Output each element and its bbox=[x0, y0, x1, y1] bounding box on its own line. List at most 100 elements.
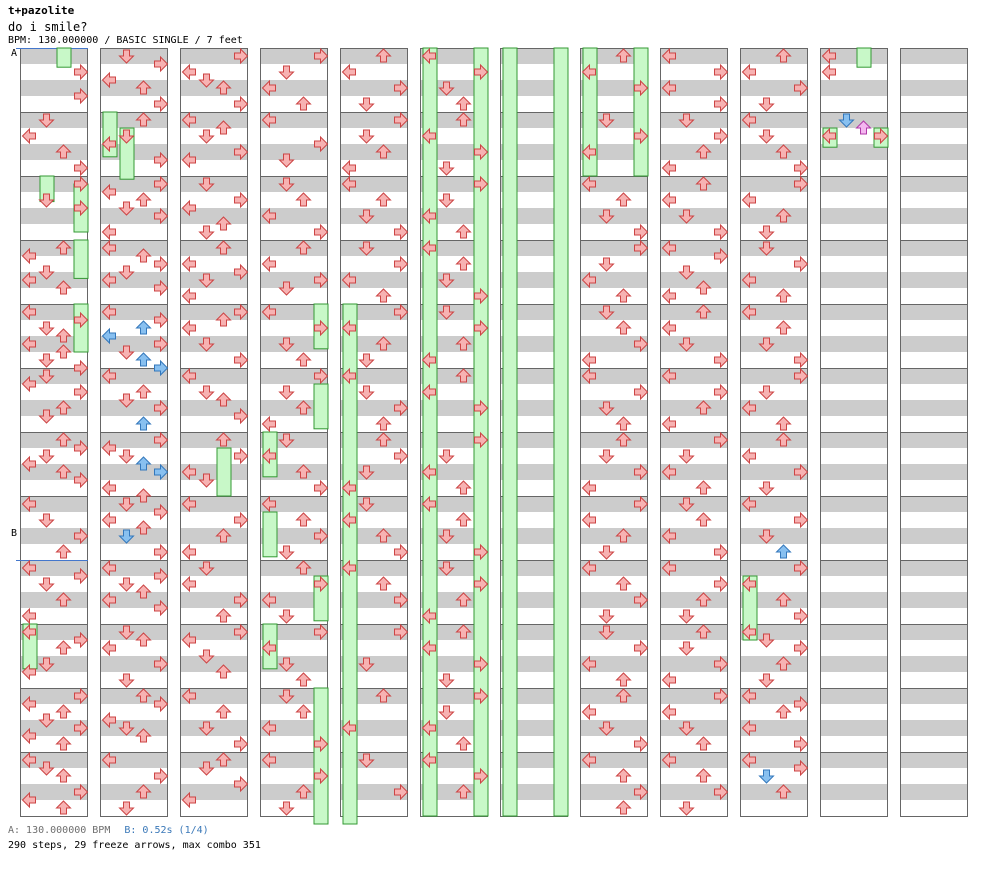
beat-stripe bbox=[820, 304, 888, 320]
beat-stripe bbox=[740, 400, 808, 416]
step-arrow bbox=[678, 113, 695, 128]
step-arrow bbox=[421, 495, 436, 513]
step-arrow bbox=[314, 575, 329, 593]
beat-stripe bbox=[260, 304, 328, 320]
step-arrow bbox=[775, 208, 792, 223]
beat-stripe bbox=[820, 368, 888, 384]
step-arrow bbox=[38, 577, 55, 592]
step-arrow bbox=[794, 639, 809, 657]
step-arrow bbox=[38, 265, 55, 280]
step-arrow bbox=[154, 151, 169, 169]
beat-stripe bbox=[900, 240, 968, 256]
beat-stripe bbox=[900, 336, 968, 352]
beat-stripe bbox=[580, 560, 648, 576]
step-arrow bbox=[581, 655, 596, 673]
beat-stripe bbox=[900, 464, 968, 480]
step-arrow bbox=[634, 639, 649, 657]
step-arrow bbox=[135, 488, 152, 503]
step-arrow bbox=[314, 319, 329, 337]
step-arrow bbox=[74, 783, 89, 801]
step-arrow bbox=[695, 144, 712, 159]
step-arrow bbox=[438, 305, 455, 320]
step-arrow bbox=[634, 783, 649, 801]
step-arrow bbox=[695, 768, 712, 783]
step-arrow bbox=[234, 95, 249, 113]
step-arrow bbox=[234, 623, 249, 641]
beat-stripe bbox=[660, 784, 728, 800]
step-arrow bbox=[181, 367, 196, 385]
beat-stripe bbox=[740, 752, 808, 768]
step-arrow bbox=[38, 193, 55, 208]
step-arrow bbox=[101, 271, 116, 289]
step-arrow bbox=[695, 480, 712, 495]
beat-stripe bbox=[660, 560, 728, 576]
step-arrow bbox=[38, 369, 55, 384]
step-arrow bbox=[741, 111, 756, 129]
beat-stripe bbox=[820, 688, 888, 704]
step-arrow bbox=[695, 400, 712, 415]
step-arrow bbox=[598, 209, 615, 224]
step-arrow bbox=[474, 687, 489, 705]
step-arrow bbox=[135, 192, 152, 207]
step-arrow bbox=[21, 727, 36, 745]
step-arrow bbox=[714, 543, 729, 561]
step-arrow bbox=[758, 529, 775, 544]
beat-stripe bbox=[180, 528, 248, 544]
step-arrow bbox=[661, 319, 676, 337]
beat-stripe bbox=[180, 656, 248, 672]
step-arrow bbox=[118, 497, 135, 512]
step-arrow bbox=[474, 399, 489, 417]
step-arrow bbox=[74, 471, 89, 489]
beat-stripe bbox=[820, 336, 888, 352]
step-arrow bbox=[714, 575, 729, 593]
step-arrow bbox=[215, 704, 232, 719]
stop-step-arrow bbox=[758, 769, 775, 784]
beat-stripe bbox=[340, 176, 408, 192]
step-arrow bbox=[55, 400, 72, 415]
beat-stripe bbox=[20, 208, 88, 224]
step-arrow bbox=[714, 655, 729, 673]
step-arrow bbox=[154, 335, 169, 353]
step-arrow bbox=[295, 512, 312, 527]
step-arrow bbox=[794, 351, 809, 369]
step-arrow bbox=[55, 240, 72, 255]
step-arrow bbox=[661, 287, 676, 305]
step-arrow bbox=[118, 345, 135, 360]
step-arrow bbox=[455, 592, 472, 607]
step-arrow bbox=[661, 415, 676, 433]
beat-stripe bbox=[900, 496, 968, 512]
step-arrow bbox=[118, 801, 135, 816]
chart-info: BPM: 130.000000 / BASIC SINGLE / 7 feet bbox=[8, 35, 243, 46]
step-arrow bbox=[118, 201, 135, 216]
step-arrow bbox=[634, 335, 649, 353]
step-arrow bbox=[118, 265, 135, 280]
column-border bbox=[740, 48, 808, 817]
step-arrow bbox=[154, 567, 169, 585]
beat-stripe bbox=[260, 144, 328, 160]
beat-stripe bbox=[100, 208, 168, 224]
beat-stripe bbox=[20, 688, 88, 704]
step-arrow bbox=[375, 576, 392, 591]
step-arrow bbox=[55, 464, 72, 479]
step-arrow bbox=[615, 672, 632, 687]
beat-stripe bbox=[660, 144, 728, 160]
step-arrow bbox=[615, 432, 632, 447]
column-border bbox=[820, 48, 888, 817]
beat-stripe bbox=[900, 592, 968, 608]
step-arrow bbox=[261, 447, 276, 465]
step-arrow bbox=[74, 87, 89, 105]
step-arrow bbox=[278, 657, 295, 672]
beat-stripe bbox=[740, 112, 808, 128]
step-arrow bbox=[215, 528, 232, 543]
step-arrow bbox=[74, 311, 89, 329]
beat-stripe bbox=[660, 688, 728, 704]
beat-stripe bbox=[260, 496, 328, 512]
beat-stripe bbox=[900, 48, 968, 64]
step-arrow bbox=[661, 159, 676, 177]
step-arrow bbox=[198, 177, 215, 192]
step-arrow bbox=[154, 503, 169, 521]
step-arrow bbox=[314, 47, 329, 65]
step-arrow bbox=[278, 801, 295, 816]
step-arrow bbox=[38, 761, 55, 776]
step-arrow bbox=[234, 351, 249, 369]
